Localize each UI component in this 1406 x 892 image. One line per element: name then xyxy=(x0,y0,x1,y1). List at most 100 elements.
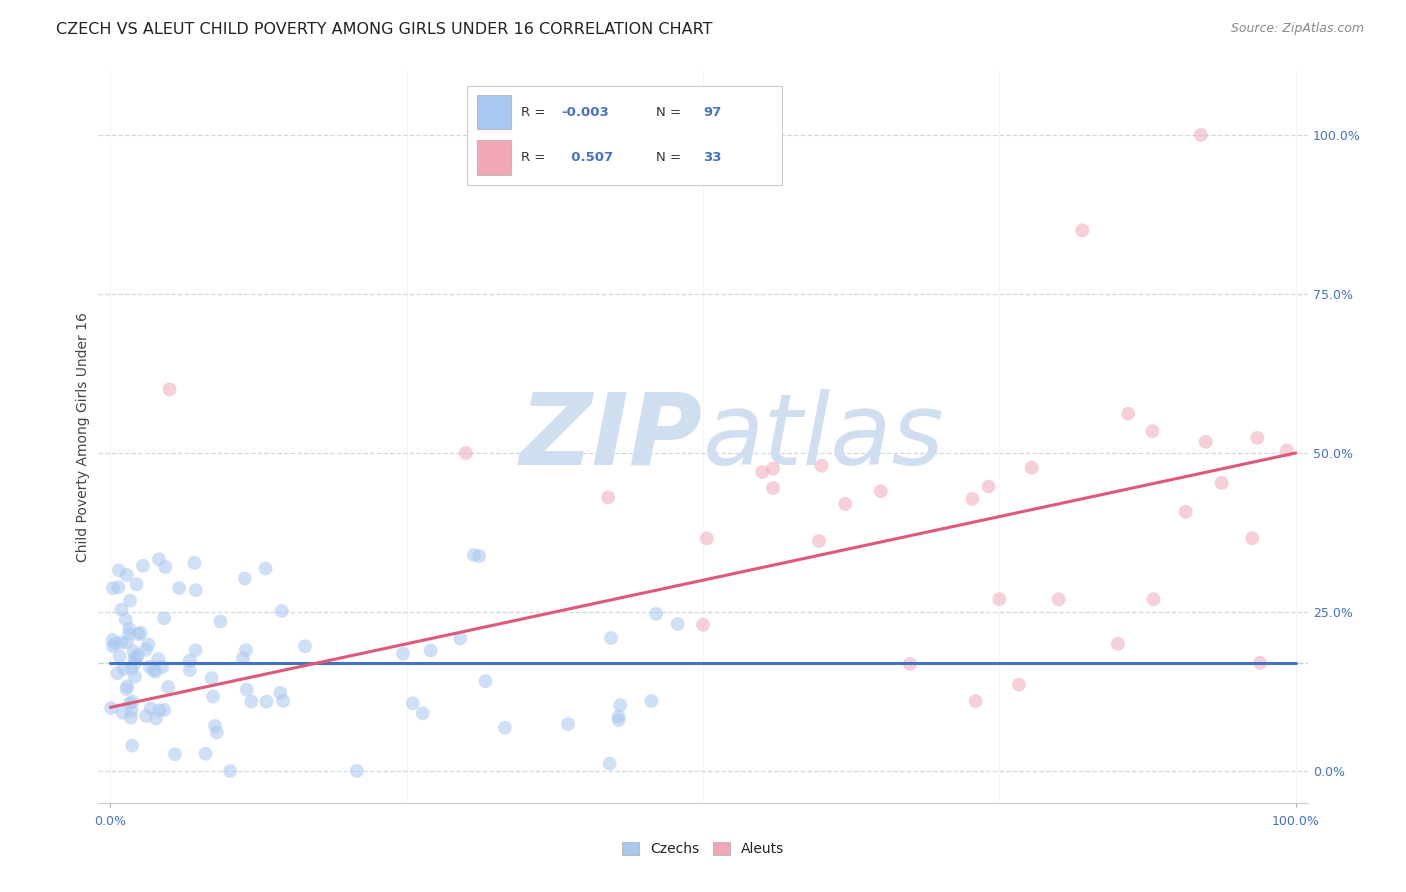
Point xyxy=(179,654,201,668)
Point xyxy=(153,703,176,717)
Point xyxy=(118,697,141,711)
Point xyxy=(392,647,415,661)
Point xyxy=(183,556,205,570)
Point xyxy=(121,703,143,717)
Point xyxy=(474,674,496,689)
Legend: Czechs, Aleuts: Czechs, Aleuts xyxy=(617,837,789,862)
Point xyxy=(666,617,689,632)
Point xyxy=(962,491,984,506)
Point xyxy=(204,719,226,733)
Point xyxy=(145,665,167,679)
Point xyxy=(138,637,160,651)
Point xyxy=(607,709,630,723)
Point xyxy=(101,632,124,647)
Text: CZECH VS ALEUT CHILD POVERTY AMONG GIRLS UNDER 16 CORRELATION CHART: CZECH VS ALEUT CHILD POVERTY AMONG GIRLS… xyxy=(56,22,713,37)
Point xyxy=(869,484,891,499)
Point xyxy=(1021,460,1043,475)
Point xyxy=(121,695,143,709)
Point xyxy=(110,602,132,616)
Point xyxy=(294,640,316,654)
Point xyxy=(115,568,138,582)
Point xyxy=(810,458,832,473)
Point xyxy=(1211,475,1233,490)
Point xyxy=(412,706,434,721)
Point xyxy=(1008,677,1031,691)
Point xyxy=(125,577,148,591)
Point xyxy=(751,465,773,479)
Point xyxy=(135,709,157,723)
Point xyxy=(402,696,425,710)
Point xyxy=(233,572,256,586)
Point xyxy=(209,615,232,629)
Point xyxy=(122,644,145,658)
Point xyxy=(468,549,491,563)
Point xyxy=(184,583,207,598)
Point xyxy=(127,648,149,662)
Point xyxy=(240,695,263,709)
Point xyxy=(270,604,292,618)
Point xyxy=(557,717,579,731)
Point xyxy=(155,560,177,574)
Point xyxy=(163,747,186,762)
Point xyxy=(121,661,143,675)
Point xyxy=(762,461,785,475)
Point xyxy=(600,631,623,645)
Point xyxy=(120,710,142,724)
Point xyxy=(117,679,139,693)
Point xyxy=(101,639,124,653)
Point xyxy=(104,636,127,650)
Text: ZIP: ZIP xyxy=(520,389,703,485)
Point xyxy=(977,479,1000,493)
Point xyxy=(271,694,294,708)
Point xyxy=(219,764,242,778)
Point xyxy=(107,580,129,594)
Point xyxy=(125,650,148,665)
Point xyxy=(696,532,718,546)
Point xyxy=(115,682,138,697)
Point xyxy=(124,657,146,671)
Point xyxy=(609,698,631,712)
Point xyxy=(135,642,157,657)
Point xyxy=(1107,637,1129,651)
Point xyxy=(153,611,176,625)
Point xyxy=(607,713,630,727)
Point xyxy=(159,383,181,397)
Point xyxy=(1071,223,1094,237)
Point xyxy=(1189,128,1212,142)
Point xyxy=(169,581,191,595)
Point xyxy=(201,671,224,685)
Point xyxy=(449,632,471,646)
Point xyxy=(692,617,714,632)
Point xyxy=(115,635,138,649)
Point xyxy=(1142,592,1164,607)
Point xyxy=(108,563,131,577)
Point xyxy=(149,703,172,717)
Point xyxy=(235,682,257,697)
Point xyxy=(111,635,134,649)
Point xyxy=(194,747,217,761)
Point xyxy=(254,561,277,575)
Point xyxy=(1116,407,1139,421)
Point xyxy=(112,662,135,676)
Point xyxy=(1275,443,1298,458)
Point xyxy=(128,627,150,641)
Point xyxy=(129,625,152,640)
Point xyxy=(118,593,141,607)
Point xyxy=(463,548,485,562)
Point xyxy=(132,558,155,573)
Point xyxy=(1246,431,1268,445)
Point xyxy=(1142,424,1164,438)
Point xyxy=(148,652,170,666)
Point xyxy=(145,712,167,726)
Point xyxy=(645,607,668,621)
Point xyxy=(184,643,207,657)
Point xyxy=(1047,592,1070,607)
Point xyxy=(599,756,621,771)
Point xyxy=(1241,531,1264,545)
Point xyxy=(101,582,124,596)
Point xyxy=(118,622,141,636)
Text: atlas: atlas xyxy=(703,389,945,485)
Point xyxy=(157,680,180,694)
Point xyxy=(598,491,620,505)
Point xyxy=(142,663,165,677)
